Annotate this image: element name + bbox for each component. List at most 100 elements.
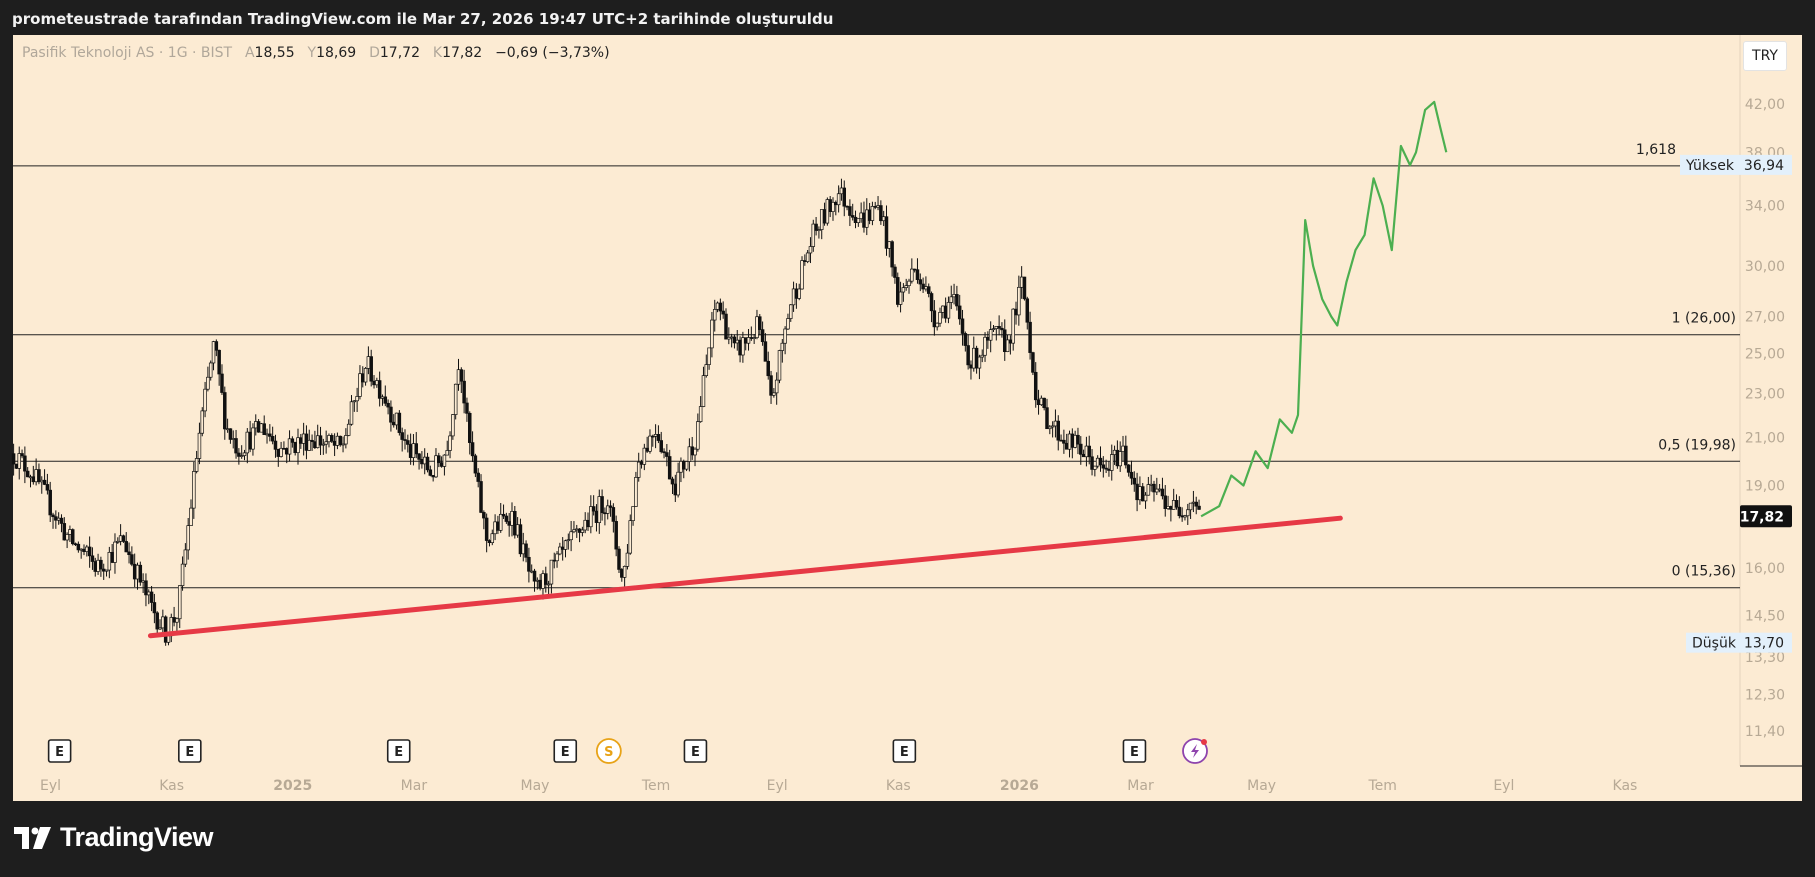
candle-body [873, 206, 877, 208]
candle-body [651, 435, 655, 438]
candle-body [673, 483, 678, 496]
candle-body [237, 452, 241, 457]
candle-body [304, 433, 309, 451]
y-tick-label-7: 21,00 [1745, 430, 1785, 446]
high-tag-label: Yüksek [1685, 158, 1735, 174]
candle-body [645, 447, 649, 452]
candle-body [828, 199, 832, 212]
candle-body [589, 506, 593, 528]
candle-body [324, 441, 328, 445]
candle-body [391, 421, 396, 426]
y-tick-label-10: 14,50 [1745, 608, 1785, 624]
candle-body [527, 556, 531, 572]
candle-body [600, 496, 604, 514]
candle-body [529, 570, 534, 573]
candle-body [839, 187, 844, 195]
candle-body [1056, 420, 1061, 441]
low-value: 17,72 [379, 45, 420, 61]
candle-body [54, 516, 58, 521]
candle-body [462, 380, 466, 404]
lightning-glyph [1191, 744, 1200, 758]
candle-body [110, 551, 114, 563]
candle-body [1093, 465, 1097, 470]
candle-body [470, 442, 475, 457]
candle-body [177, 585, 182, 620]
candle-body [56, 517, 61, 521]
candle-body [538, 579, 542, 589]
candle-body [51, 514, 55, 518]
fib-label-1: 0,5 (19,98) [1658, 437, 1736, 453]
candle-body [1188, 502, 1193, 511]
candle-body [850, 215, 855, 218]
candle-body [1033, 371, 1038, 401]
candle-body [1174, 500, 1179, 508]
candle-body [988, 329, 993, 341]
candle-body [617, 548, 621, 570]
candle-body [217, 349, 221, 375]
candle-body [752, 337, 756, 340]
candle-body [822, 209, 827, 224]
candle-body [704, 364, 709, 376]
candle-body [1115, 449, 1120, 467]
fibonacci-levels[interactable]: 0 (15,36) 0,5 (19,98) 1 (26,00) 1,618 [13, 142, 1740, 589]
candle-body [248, 431, 252, 450]
candle-body [501, 513, 506, 517]
candle-body [299, 437, 303, 444]
candle-body [90, 555, 95, 562]
x-tick-label-12: Eyl [1493, 778, 1514, 794]
candle-body [743, 337, 748, 344]
candle-body [259, 423, 264, 433]
candle-body [239, 455, 244, 457]
candle-body [451, 414, 455, 437]
symbol-name[interactable]: Pasifik Teknoloji AS · 1G · BIST [22, 45, 233, 61]
candle-body [870, 206, 875, 221]
x-tick-label-3: Mar [401, 778, 428, 794]
dividend-s-icon[interactable] [595, 738, 622, 764]
currency-button[interactable]: TRY [1743, 41, 1787, 71]
candle-body [634, 477, 638, 507]
candle-body [594, 510, 599, 523]
candle-body [572, 529, 576, 533]
candle-body [1098, 457, 1103, 466]
candle-body [842, 187, 847, 207]
earnings-e-icon[interactable] [683, 739, 708, 763]
earnings-e-icon[interactable] [1122, 739, 1147, 763]
support-trendline[interactable] [147, 515, 1343, 639]
earnings-e-icon[interactable] [892, 739, 917, 763]
candle-body [642, 447, 647, 465]
earnings-e-icon[interactable] [178, 739, 202, 763]
tradingview-brand[interactable]: TradingView [14, 822, 214, 853]
candle-body [1183, 515, 1187, 518]
trendline-segment[interactable] [147, 515, 1343, 639]
candle-body [341, 443, 345, 446]
candle-body [155, 612, 159, 630]
candle-body [515, 524, 520, 536]
candle-body [135, 564, 140, 580]
candle-body [434, 455, 438, 478]
time-axis[interactable]: Eyl Kas 2025 Mar May Tem Eyl Kas 2026 Mar May Tem Ey… [40, 778, 1637, 794]
candle-body [558, 546, 562, 555]
candle-body [1138, 486, 1142, 501]
candle-body [1180, 515, 1184, 518]
candle-body [800, 260, 804, 290]
projection-line[interactable] [1200, 100, 1448, 518]
candle-body [144, 580, 148, 596]
candle-body [783, 328, 787, 344]
candlestick-series[interactable] [11, 178, 1201, 646]
candle-body [1121, 445, 1125, 452]
candle-body [1118, 451, 1122, 467]
candle-body [679, 461, 683, 473]
x-tick-label-9: Mar [1127, 778, 1154, 794]
candle-body [296, 437, 300, 454]
earnings-e-icon[interactable] [386, 739, 411, 763]
projection-path[interactable] [1200, 100, 1448, 518]
earnings-e-icon[interactable] [553, 739, 578, 763]
candle-body [952, 294, 956, 298]
candle-body [721, 310, 725, 315]
candle-body [408, 444, 413, 458]
price-axis[interactable]: 42,0038,0034,0030,0027,0025,0023,0021,00… [1745, 97, 1785, 740]
earnings-e-icon[interactable] [47, 739, 72, 763]
candle-body [698, 406, 703, 422]
